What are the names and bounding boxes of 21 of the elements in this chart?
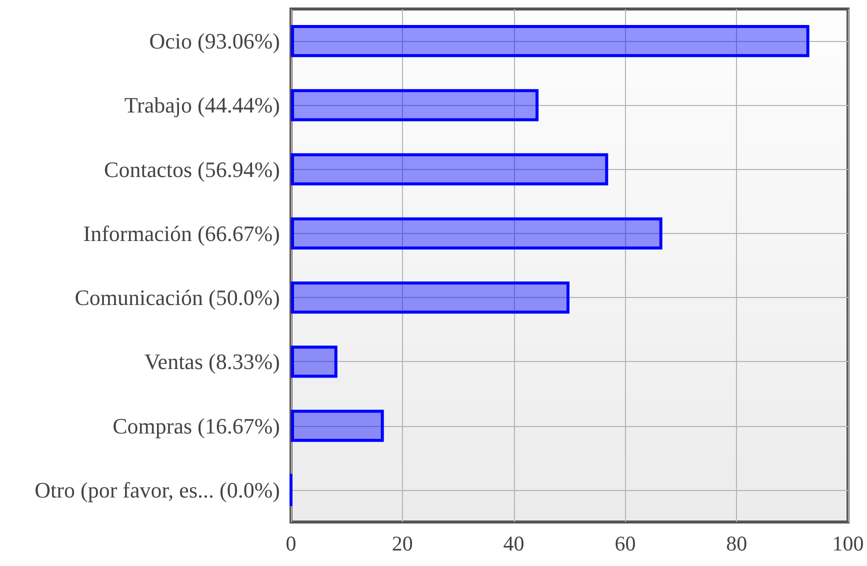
x-tick-label: 20 — [392, 532, 413, 556]
bar — [291, 346, 338, 378]
bar — [291, 25, 810, 58]
y-tick-label: Trabajo (44.44%) — [124, 92, 280, 118]
x-tick-label: 0 — [286, 532, 296, 556]
bar — [291, 282, 570, 314]
y-tick-label: Otro (por favor, es... (0.0%) — [34, 477, 280, 502]
x-tick-label: 40 — [503, 532, 524, 556]
y-tick-label: Ventas (8.33%) — [144, 349, 280, 374]
x-tick-label: 100 — [832, 532, 864, 556]
bar — [291, 153, 608, 186]
y-tick-label: Ocio (93.06%) — [149, 28, 280, 54]
x-tick-label: 60 — [614, 532, 636, 556]
bar — [291, 89, 539, 122]
bar — [291, 217, 662, 250]
x-tick-label: 80 — [726, 532, 748, 556]
y-tick-label: Información (66.67%) — [83, 220, 280, 246]
y-tick-label: Comunicación (50.0%) — [74, 285, 280, 310]
bar — [291, 410, 384, 442]
y-tick-label: Contactos (56.94%) — [104, 156, 280, 182]
y-tick-label: Compras (16.67%) — [112, 413, 280, 438]
